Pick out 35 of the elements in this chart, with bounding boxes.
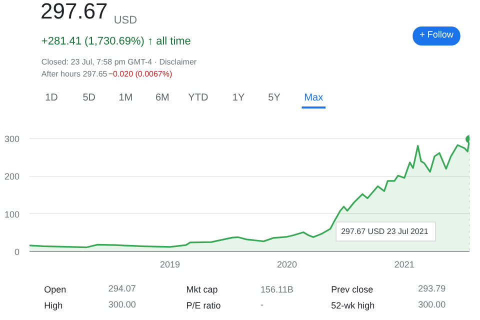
text: - <box>260 300 264 310</box>
text: 5D <box>82 92 96 104</box>
text: Prev close <box>331 284 374 294</box>
text: 1Y <box>232 92 245 104</box>
y-tick-label: 0 <box>14 247 20 257</box>
text: 1M <box>118 92 133 104</box>
text: 52-wk high <box>331 300 375 310</box>
text: P/E ratio <box>186 300 221 310</box>
text: Open <box>44 284 66 294</box>
text: 300.00 <box>108 300 136 310</box>
text: 1D <box>45 92 58 104</box>
annotation: 297.67 USD 23 Jul 2021 <box>341 227 429 236</box>
text: USD <box>114 14 138 26</box>
text: 294.07 <box>108 284 136 294</box>
chart-title: 297.67 <box>40 0 108 24</box>
text: Closed: 23 Jul, 7:58 pm GMT-4 · Disclaimer <box>41 58 197 66</box>
text: +281.41 (1,730.69%) ↑ all time <box>41 36 191 48</box>
text: 156.11B <box>260 284 294 294</box>
text: 293.79 <box>418 284 446 294</box>
text: High <box>44 300 63 310</box>
text: + Follow <box>420 30 454 40</box>
text: YTD <box>188 92 208 104</box>
text: 300.00 <box>418 300 446 310</box>
text: Mkt cap <box>186 284 218 294</box>
text: 6M <box>155 92 170 104</box>
text: Max <box>304 92 324 104</box>
x-tick-label: 2021 <box>394 260 414 270</box>
text: 5Y <box>268 92 281 104</box>
text: −0.020 (0.0067%) <box>108 70 172 78</box>
text: After hours 297.65 <box>41 70 108 78</box>
y-tick-label: 100 <box>4 209 20 220</box>
y-tick-label: 300 <box>4 134 20 144</box>
x-tick-label: 2019 <box>160 260 180 270</box>
x-tick-label: 2020 <box>277 260 298 270</box>
y-tick-label: 200 <box>4 172 20 182</box>
